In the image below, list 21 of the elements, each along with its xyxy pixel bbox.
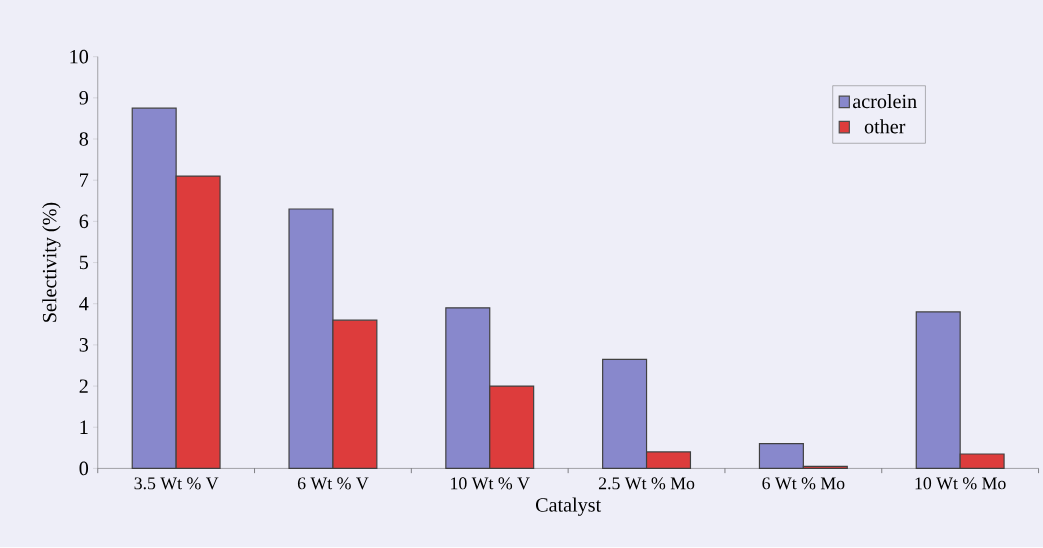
legend-label: acrolein [853, 94, 917, 109]
x-axis-title: Catalyst [535, 497, 602, 517]
x-tick-label: 2.5 Wt % Mo [598, 477, 695, 490]
y-tick-label: 6 [79, 214, 89, 229]
x-tick-label: 6 Wt % V [297, 477, 369, 490]
x-tick-label: 10 Wt % Mo [915, 477, 1006, 490]
x-tick-label: 6 Wt % Mo [762, 477, 845, 490]
y-tick-label: 2 [79, 379, 88, 393]
y-tick-label: 10 [70, 50, 89, 64]
y-tick-label: 5 [79, 256, 89, 270]
y-tick-label: 0 [79, 461, 89, 476]
x-tick-label: 10 Wt % V [451, 477, 530, 490]
y-axis-title: Selectivity (%) [42, 202, 61, 323]
y-tick-label: 4 [79, 297, 89, 311]
y-tick-label: 3 [79, 338, 89, 352]
y-tick-label: 9 [79, 91, 88, 105]
x-tick-label: 3.5 Wt % V [134, 477, 219, 490]
y-tick-label: 7 [80, 173, 89, 187]
legend-label: other [864, 119, 906, 134]
y-tick-label: 1 [80, 420, 88, 435]
y-tick-label: 8 [79, 132, 89, 146]
